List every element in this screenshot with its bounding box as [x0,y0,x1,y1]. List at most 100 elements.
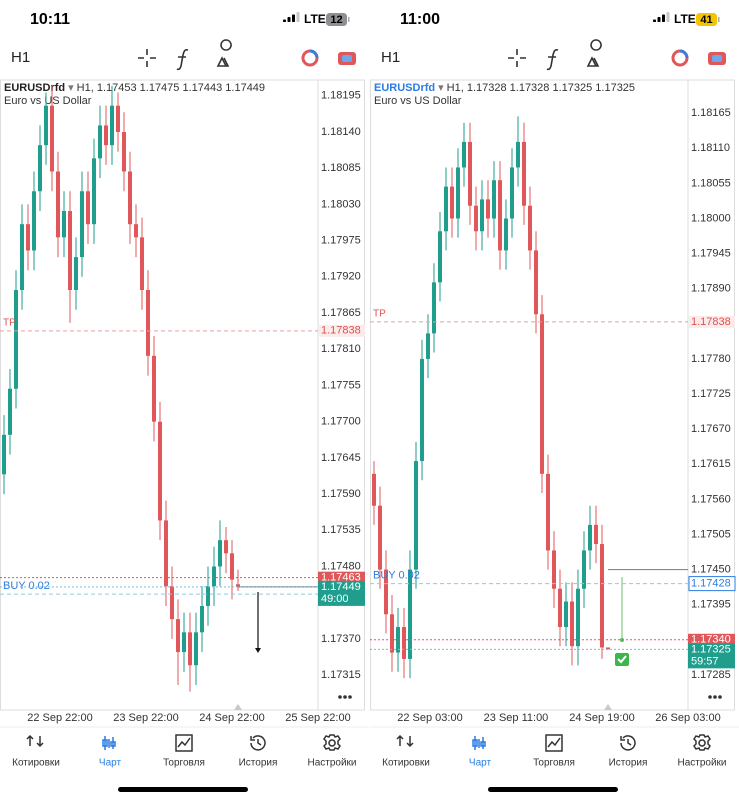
candle-body [146,290,150,356]
symbol-menu[interactable]: ▾ [438,82,444,94]
candle-body [438,231,442,283]
price-tick-label: 1.17780 [691,353,731,365]
candle-body [50,105,54,172]
candle-body [552,550,556,589]
nav-icon[interactable] [250,735,266,751]
nav-label[interactable]: Чарт [469,758,492,769]
signal-bar [666,12,670,22]
timeframe[interactable]: H1 [11,49,30,66]
candle-body [8,388,12,435]
nav-icon[interactable] [102,736,116,750]
candle-body [68,211,72,290]
price-tick-label: 1.17670 [691,423,731,435]
symbol-menu[interactable]: ▾ [68,82,74,94]
indicator-icon[interactable] [546,48,559,71]
candle-body [594,524,598,545]
nav-icon[interactable] [693,734,711,751]
price-tick-label: 1.17285 [691,669,731,681]
candle-body [2,434,6,475]
nav-icon[interactable] [620,735,636,751]
battery-level: 12 [330,14,342,26]
candle-body [182,632,186,653]
battery-cap [718,17,720,22]
account-icon-blue [309,49,319,59]
tp-price-bg [319,324,365,337]
signal-bar [283,19,286,22]
more-dot[interactable] [343,695,347,699]
check-mark [617,655,627,664]
time-tick-label: 22 Sep 22:00 [27,712,92,724]
nav-icon[interactable] [396,734,414,748]
candle-body [194,632,198,666]
price-tick-label: 1.17450 [691,563,731,575]
price-tick-label: 1.17810 [321,343,361,355]
toolbar-icons [138,39,232,71]
symbol[interactable]: EURUSDrfd [4,82,65,94]
nav-label[interactable]: Чарт [99,758,122,769]
nav-label[interactable]: Настройки [307,758,356,769]
candle-body [456,167,460,219]
price-tick-label: 1.17700 [321,416,361,428]
candle-body [426,333,430,359]
candle-body [576,588,580,647]
nav-label[interactable]: Торговля [533,758,575,769]
symbol[interactable]: EURUSDrfd [374,82,435,94]
timeframe[interactable]: H1 [381,49,400,66]
ask-box [318,571,365,584]
price-tick-label: 1.17975 [321,235,361,247]
signal-bar [657,17,661,22]
home-indicator [118,787,248,792]
nav-label[interactable]: История [609,758,648,769]
nav-icon[interactable] [472,736,486,750]
current-bar-marker [604,704,612,710]
more-dot[interactable] [708,695,712,699]
candle-body [212,566,216,587]
nav-label[interactable]: Торговля [163,758,205,769]
nav-label[interactable]: Котировки [382,758,430,769]
indicator-icon[interactable] [176,48,189,71]
more-dot[interactable] [718,695,722,699]
candle-body [122,132,126,172]
candle-body [62,211,66,238]
candle-body [230,553,234,580]
candle-body [564,601,568,628]
phone-screen: 10:11 LTE 12 H1 EURUSDrfd ▾ H1, 1.17453 1.1747… [0,11,369,792]
bid-box [318,580,365,606]
candle-body [98,125,102,159]
more-dot[interactable] [338,695,342,699]
quote: H1, 1.17453 1.17475 1.17443 1.17449 [77,82,265,94]
candle-body [236,584,240,587]
description: Euro vs US Dollar [4,95,92,107]
candle-body [206,586,210,606]
more-dot[interactable] [348,695,352,699]
price-tick-label: 1.17315 [321,669,361,681]
crosshair-icon[interactable] [508,49,526,67]
time-tick-label: 22 Sep 03:00 [397,712,462,724]
ask-price: 1.17340 [691,634,731,646]
candle-body [80,191,84,258]
nav-label[interactable]: История [239,758,278,769]
candle-body [600,544,604,648]
candle-body [14,290,18,389]
account-icon-blue [679,49,689,59]
nav-icon[interactable] [323,734,341,751]
nav-icon[interactable] [175,734,193,752]
price-tick-label: 1.17480 [321,560,361,572]
candle-body [224,540,228,554]
trade-arrow-end [620,638,624,642]
nav-icon[interactable] [26,734,44,748]
more-dot[interactable] [713,695,717,699]
signal-bar [662,14,665,22]
objects-icon[interactable] [216,39,232,67]
nav-icon[interactable] [545,734,563,752]
price-tick-label: 1.17590 [321,488,361,500]
crosshair-icon[interactable] [138,49,156,67]
candle-body [218,540,222,567]
objects-icon[interactable] [586,39,602,67]
price-tick-label: 1.18000 [691,212,731,224]
price-tick-label: 1.18085 [321,162,361,174]
candle-body [510,167,514,219]
nav-label[interactable]: Настройки [677,758,726,769]
nav-label[interactable]: Котировки [12,758,60,769]
